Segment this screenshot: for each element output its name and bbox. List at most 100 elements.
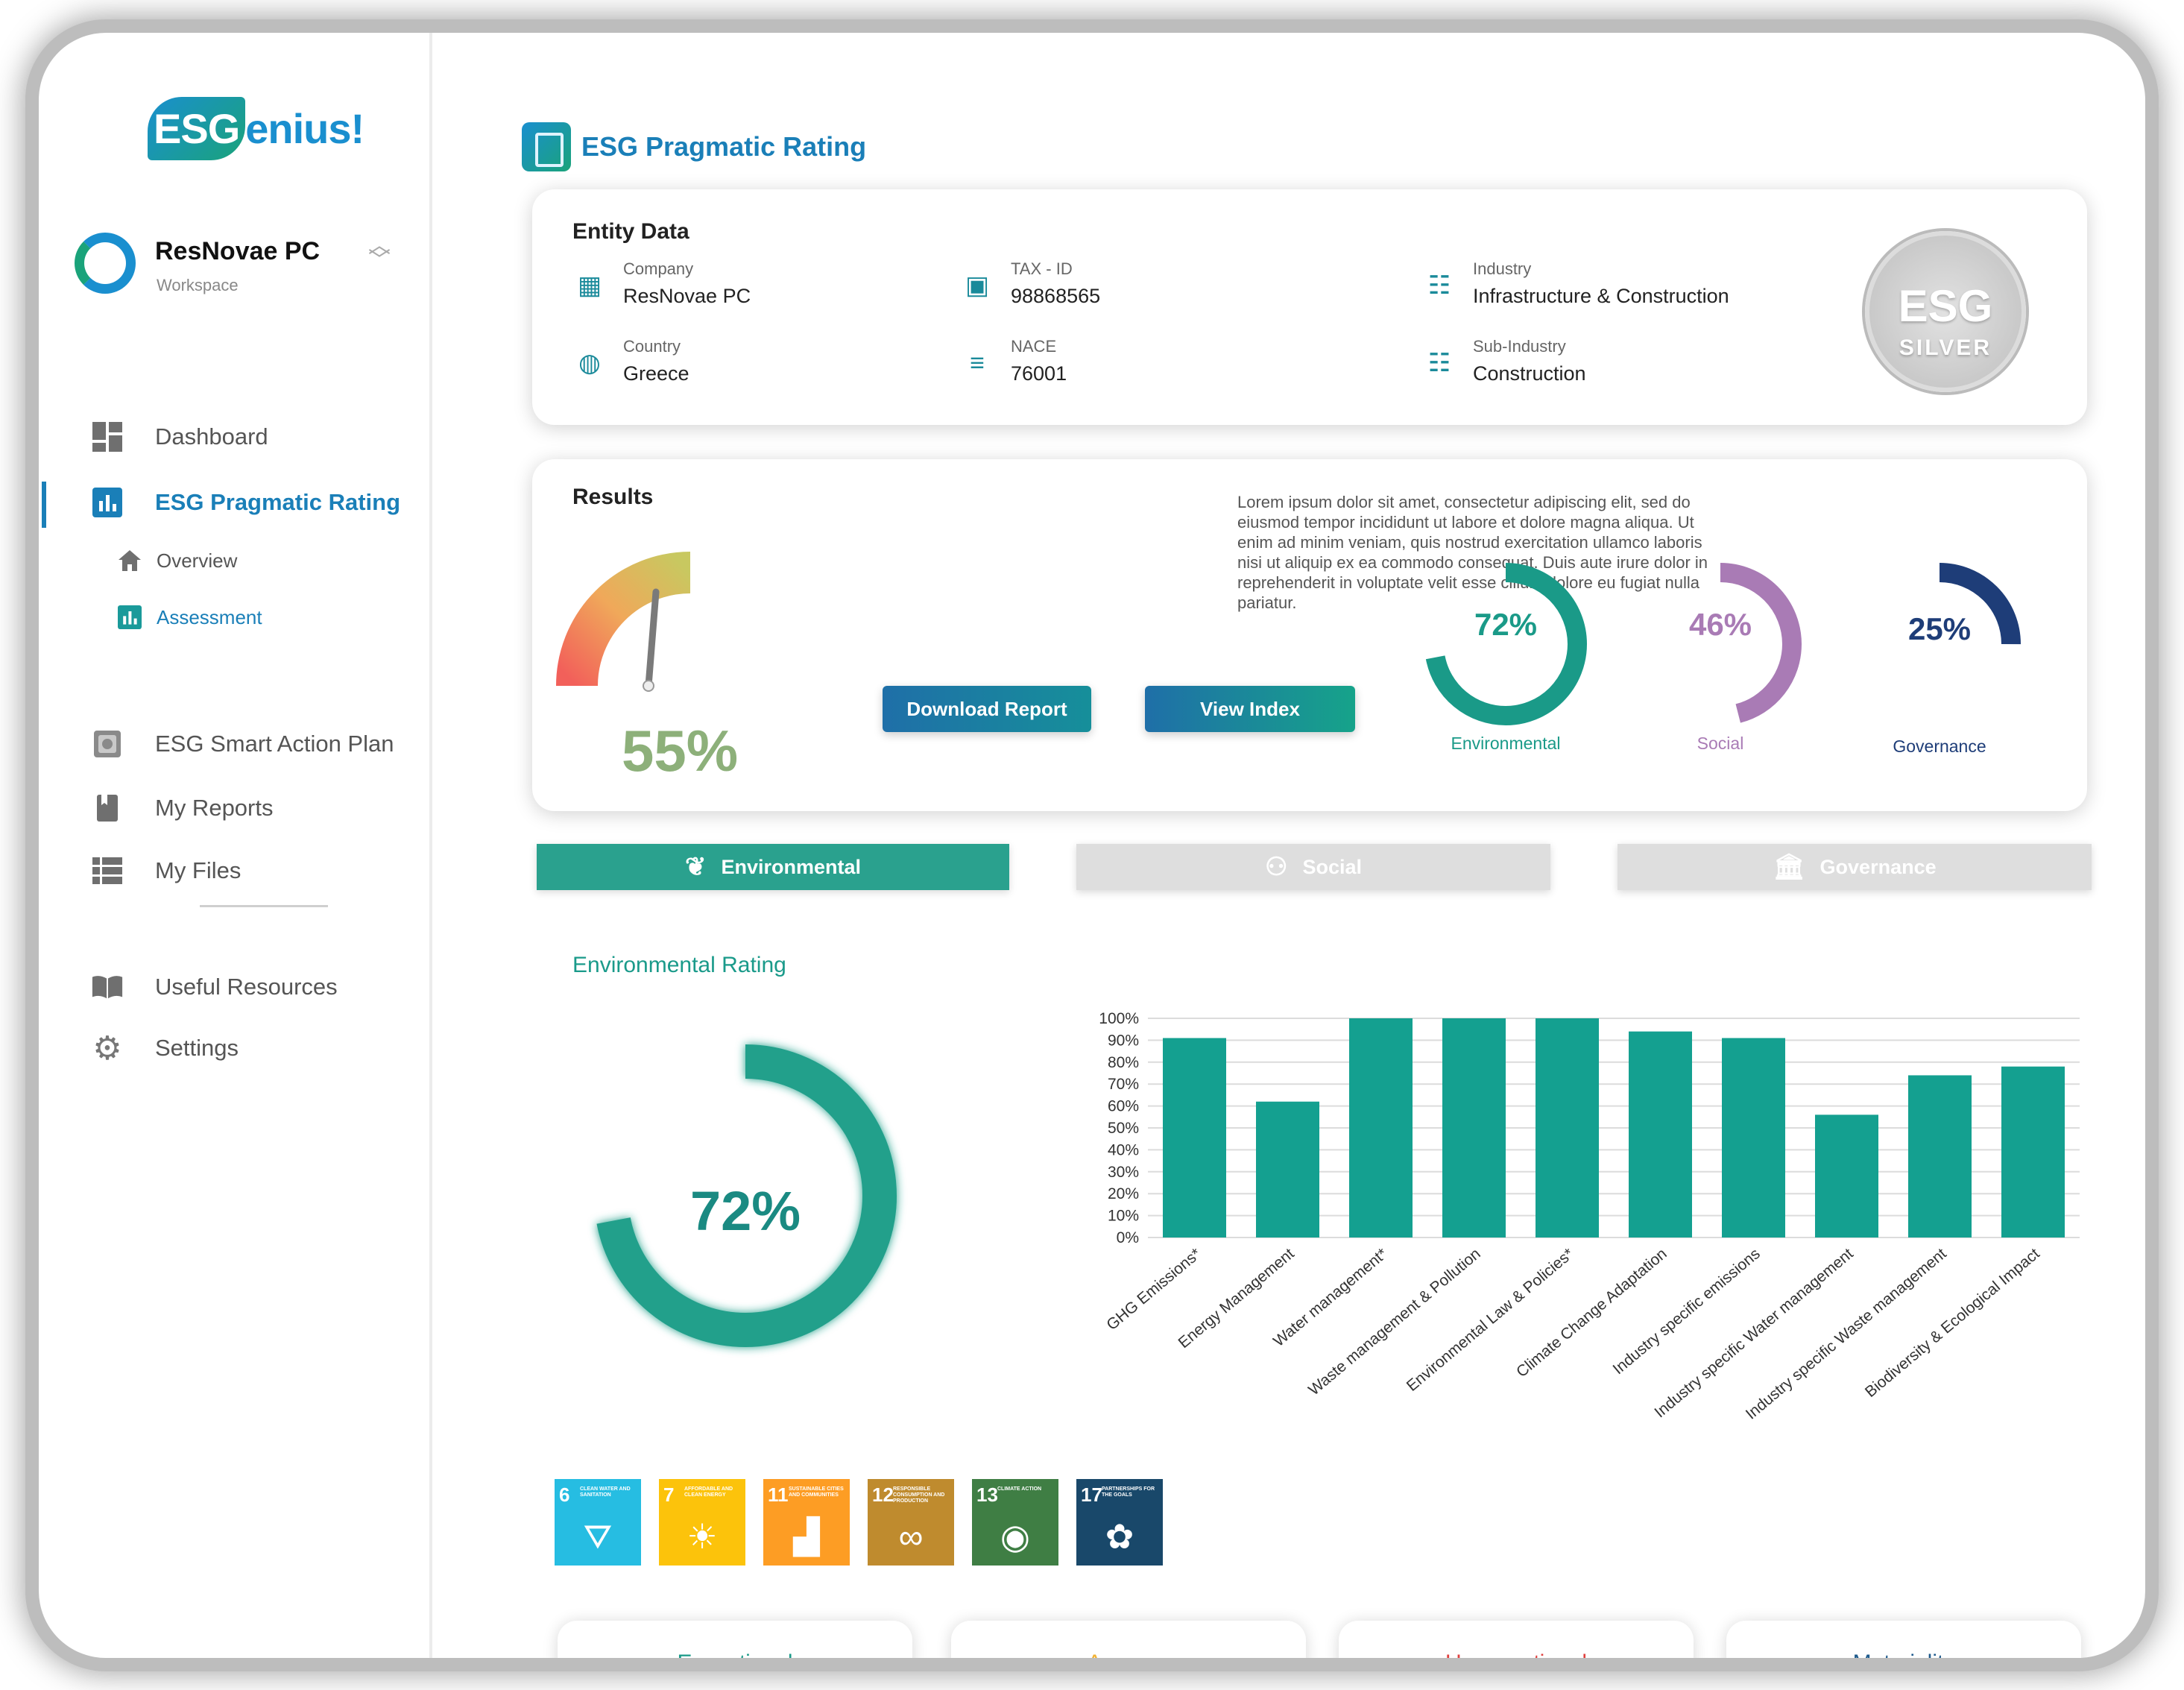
sdg-glyph: ∞	[898, 1517, 924, 1556]
materiality-card[interactable]: Materiality	[1726, 1621, 2081, 1658]
y-tick-label: 40%	[1108, 1141, 1139, 1158]
bar-chart-icon	[91, 486, 124, 519]
results-title: Results	[572, 485, 654, 509]
sidebar-item-dashboard[interactable]: Dashboard	[39, 416, 432, 458]
social-ring	[1639, 563, 1802, 725]
institution-icon: 🏛	[1773, 853, 1805, 881]
workspace-subtitle: Workspace	[157, 276, 239, 294]
y-tick-label: 20%	[1108, 1185, 1139, 1202]
sdg-number: 13	[976, 1484, 998, 1506]
sidebar-item-useful-resources[interactable]: Useful Resources	[39, 966, 432, 1008]
environmental-rating-value: 72%	[689, 1180, 801, 1242]
sdg-title: RESPONSIBLE CONSUMPTION AND PRODUCTION	[893, 1486, 945, 1504]
sdg-title: PARTNERSHIPS FOR THE GOALS	[1102, 1486, 1155, 1498]
y-tick-label: 100%	[1099, 1010, 1139, 1027]
sdg-7-icon: 7 AFFORDABLE AND CLEAN ENERGY ☀	[659, 1479, 745, 1566]
bar[interactable]	[1256, 1101, 1319, 1237]
workspace-avatar	[75, 233, 136, 294]
globe-icon: ◍	[578, 349, 601, 377]
workspace-switch-icon[interactable]: ︿ ﹀	[368, 233, 391, 273]
bar[interactable]	[1536, 1018, 1599, 1237]
sidebar: ESG enius! ResNovae PC Workspace ︿ ﹀ Dashb…	[39, 33, 432, 1658]
x-tick-label: GHG Emissions*	[1103, 1245, 1204, 1334]
y-tick-label: 80%	[1108, 1054, 1139, 1071]
sdg-icons: 6 CLEAN WATER AND SANITATION ⛛ 7 AFFORDABLE …	[555, 1479, 1163, 1566]
bar[interactable]	[1815, 1114, 1878, 1237]
sdg-13-icon: 13 CLIMATE ACTION ◉	[972, 1479, 1058, 1566]
x-tick-label: Environmental Law & Policies*	[1404, 1245, 1577, 1395]
action-plan-icon	[91, 728, 124, 760]
sdg-number: 11	[768, 1484, 789, 1506]
y-tick-label: 60%	[1108, 1098, 1139, 1115]
document-icon: ☷	[1427, 271, 1451, 300]
entity-data-card: Entity Data ▦ Company ResNovae PC ▣ TAX …	[532, 189, 2087, 425]
gear-icon: ⚙	[92, 1030, 122, 1067]
sdg-number: 7	[663, 1484, 675, 1506]
plant-hand-icon: ❦	[684, 853, 707, 881]
sdg-glyph: ⛛	[583, 1517, 613, 1556]
sidebar-item-esg-pragmatic-rating[interactable]: ESG Pragmatic Rating	[39, 482, 432, 528]
social-score: 46%	[1688, 607, 1752, 642]
y-tick-label: 70%	[1108, 1076, 1139, 1093]
sdg-title: SUSTAINABLE CITIES AND COMMUNITIES	[789, 1486, 844, 1498]
overall-score: 55%	[622, 718, 739, 783]
bar[interactable]	[1722, 1038, 1785, 1237]
tab-social[interactable]: ⚇ Social	[1076, 844, 1550, 890]
sdg-number: 17	[1081, 1484, 1102, 1506]
sidebar-item-assessment[interactable]: Assessment	[39, 596, 432, 638]
sdg-title: AFFORDABLE AND CLEAN ENERGY	[684, 1486, 733, 1498]
bar-chart-icon	[113, 601, 146, 634]
x-tick-label: Waste management & Pollution	[1305, 1245, 1484, 1399]
bar[interactable]	[1908, 1075, 1972, 1237]
y-tick-label: 10%	[1108, 1208, 1139, 1225]
governance-score: 25%	[1907, 611, 1972, 646]
app-window: ESG enius! ResNovae PC Workspace ︿ ﹀ Dashb…	[39, 33, 2145, 1658]
average-card[interactable]: Average	[951, 1621, 1306, 1658]
sidebar-item-settings[interactable]: ⚙ Settings	[39, 1027, 432, 1069]
sidebar-divider	[200, 905, 328, 907]
results-description: Lorem ipsum dolor sit amet, consectetur …	[1237, 493, 1708, 612]
results-card: Results	[532, 459, 2087, 811]
sidebar-item-overview[interactable]: Overview	[39, 540, 432, 581]
sdg-12-icon: 12 RESPONSIBLE CONSUMPTION AND PRODUCTION…	[868, 1479, 954, 1566]
document-icon: ☷	[1427, 349, 1451, 377]
x-tick-label: Industry specific Waste management	[1743, 1245, 1950, 1423]
id-card-icon: ▣	[965, 271, 990, 300]
bar[interactable]	[1442, 1018, 1506, 1237]
environmental-ring	[1424, 563, 1587, 725]
bar[interactable]	[1163, 1038, 1226, 1237]
x-tick-label: Climate Change Adaptation	[1513, 1245, 1670, 1381]
brand-logo[interactable]: ESG enius!	[148, 97, 364, 160]
y-tick-label: 90%	[1108, 1032, 1139, 1049]
bar[interactable]	[1349, 1018, 1413, 1237]
rating-document-icon	[522, 122, 571, 171]
sdg-glyph: ☀	[687, 1517, 718, 1556]
sdg-17-icon: 17 PARTNERSHIPS FOR THE GOALS ✿	[1076, 1479, 1163, 1566]
sdg-number: 12	[872, 1484, 894, 1506]
sdg-glyph: ✿	[1105, 1517, 1134, 1556]
exceptional-card[interactable]: Exceptional	[558, 1621, 912, 1658]
overall-gauge	[556, 552, 691, 692]
entity-data-title: Entity Data	[572, 219, 689, 244]
y-tick-label: 50%	[1108, 1120, 1139, 1137]
esg-silver-badge: ESG SILVER	[1865, 231, 2026, 392]
people-icon: ⚇	[1264, 853, 1288, 881]
sdg-6-icon: 6 CLEAN WATER AND SANITATION ⛛	[555, 1479, 641, 1566]
y-tick-label: 0%	[1117, 1229, 1139, 1246]
governance-ring	[1858, 563, 2021, 725]
bar[interactable]	[2001, 1066, 2065, 1237]
sidebar-item-my-reports[interactable]: My Reports	[39, 787, 432, 829]
environmental-label: Environmental	[1451, 734, 1561, 753]
page-title: ESG Pragmatic Rating	[522, 122, 866, 171]
bar[interactable]	[1629, 1031, 1692, 1237]
download-report-button[interactable]: Download Report	[883, 686, 1091, 732]
sidebar-item-smart-action-plan[interactable]: ESG Smart Action Plan	[39, 723, 432, 765]
sidebar-item-my-files[interactable]: My Files	[39, 850, 432, 892]
tab-governance[interactable]: 🏛 Governance	[1618, 844, 2092, 890]
view-index-button[interactable]: View Index	[1145, 686, 1355, 732]
dashboard-icon	[91, 420, 124, 453]
unexceptional-card[interactable]: Unexceptional	[1339, 1621, 1694, 1658]
environmental-score: 72%	[1474, 607, 1538, 642]
tab-environmental[interactable]: ❦ Environmental	[537, 844, 1009, 890]
sdg-title: CLEAN WATER AND SANITATION	[580, 1486, 631, 1498]
